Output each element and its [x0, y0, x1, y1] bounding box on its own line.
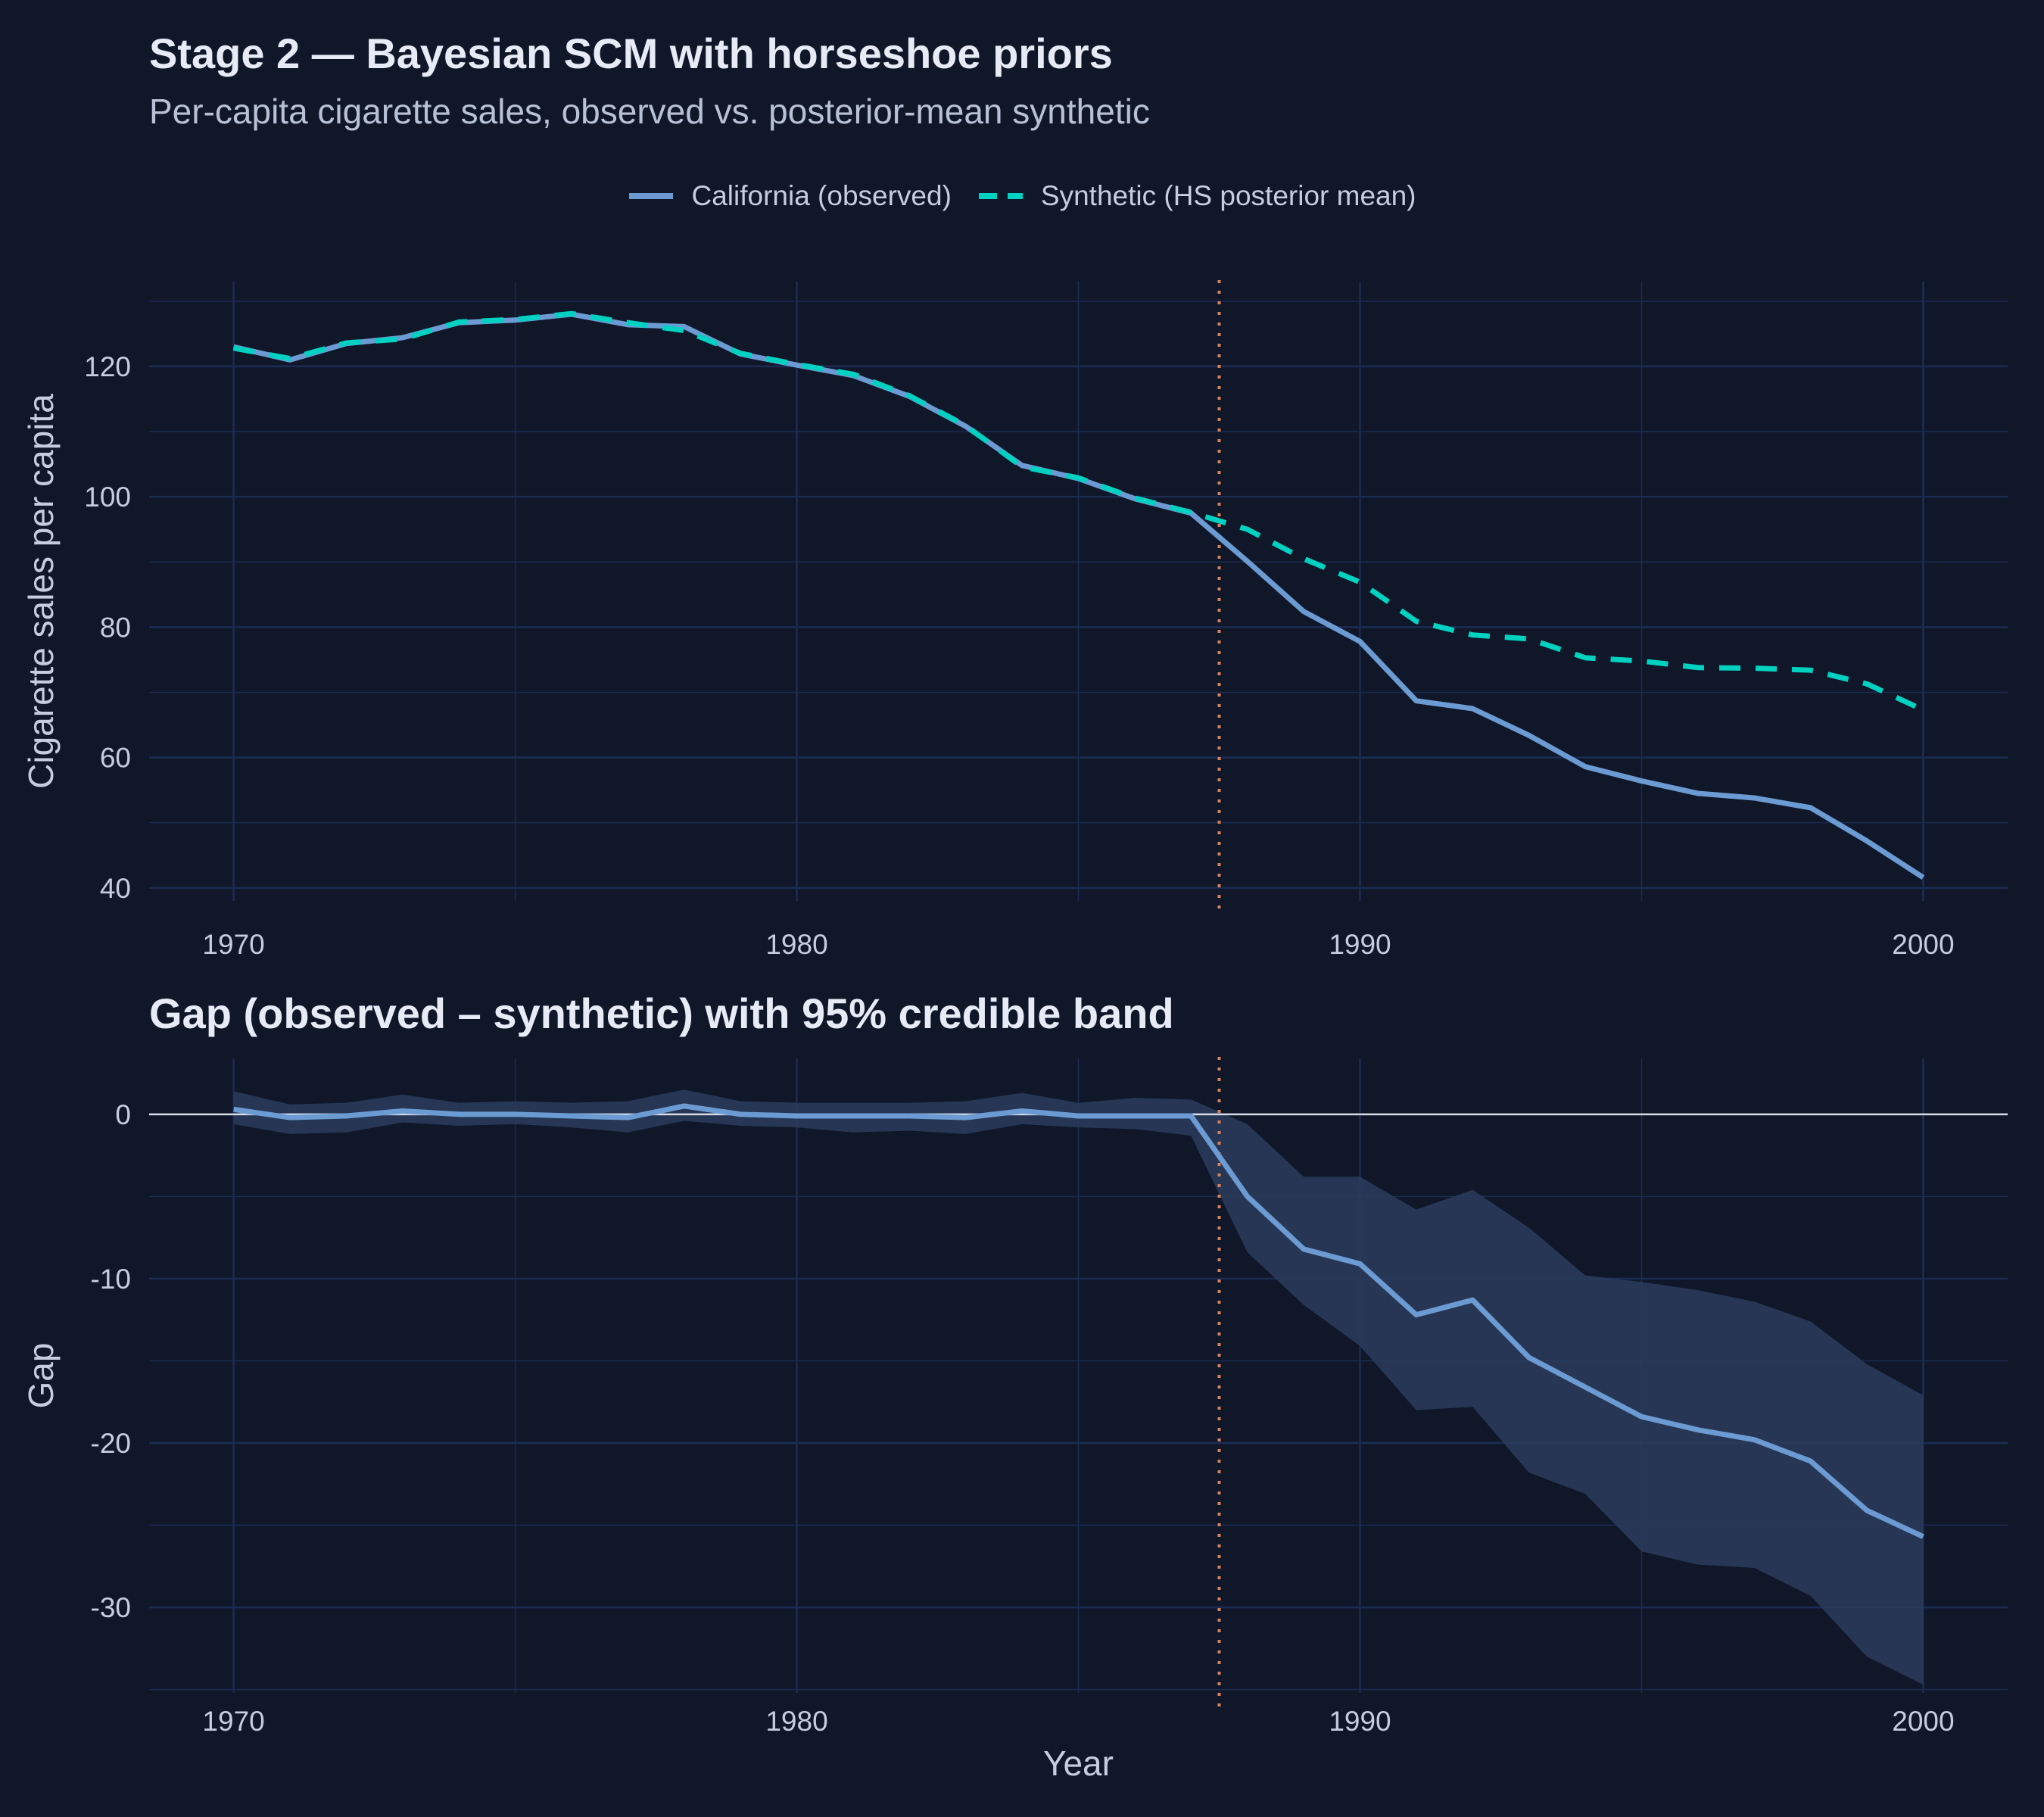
legend: California (observed) Synthetic (HS post… [0, 180, 2044, 212]
legend-label-observed: California (observed) [691, 180, 952, 211]
y-axis-title: Cigarette sales per capita [21, 394, 61, 789]
x-tick-label: 2000 [1892, 1706, 1954, 1737]
y-tick-label: 100 [84, 482, 131, 513]
y-tick-label: 40 [100, 873, 131, 904]
legend-swatch-synthetic [978, 193, 1023, 199]
y-tick-label: -10 [91, 1264, 131, 1295]
chart-subtitle: Per-capita cigarette sales, observed vs.… [149, 92, 1150, 131]
x-tick-label: 1970 [202, 1706, 264, 1737]
y-axis-title: Gap [21, 1343, 61, 1409]
legend-label-synthetic: Synthetic (HS posterior mean) [1040, 180, 1416, 211]
x-tick-label: 1990 [1329, 929, 1391, 960]
legend-swatch-observed [629, 193, 674, 199]
panel-2: 1970 1980 1990 2000 0 -10 -20 -30 Gap Year [21, 1057, 2008, 1783]
chart-title: Stage 2 — Bayesian SCM with horseshoe pr… [149, 30, 1113, 77]
x-tick-label: 1970 [202, 929, 264, 960]
series-synthetic-line [232, 310, 1924, 712]
legend-item-observed: California (observed) [628, 180, 952, 212]
y-tick-label: -30 [91, 1592, 131, 1623]
panel-1: 1970 1980 1990 2000 40 60 80 100 120 Cigarette sa… [21, 280, 2008, 960]
x-axis-title: Year [1043, 1744, 1114, 1783]
legend-item-synthetic: Synthetic (HS posterior mean) [977, 180, 1416, 212]
y-tick-label: 80 [100, 612, 131, 643]
y-tick-label: -20 [91, 1428, 131, 1459]
credible-band [233, 1089, 1924, 1685]
x-tick-label: 1980 [765, 929, 827, 960]
y-tick-label: 0 [115, 1099, 131, 1130]
gap-panel-title: Gap (observed – synthetic) with 95% cred… [149, 990, 1174, 1037]
gap-line [233, 1103, 1924, 1539]
x-tick-label: 1980 [765, 1706, 827, 1737]
x-tick-label: 2000 [1892, 929, 1954, 960]
y-tick-label: 60 [100, 743, 131, 774]
x-tick-label: 1990 [1329, 1706, 1391, 1737]
y-tick-label: 120 [84, 351, 131, 382]
